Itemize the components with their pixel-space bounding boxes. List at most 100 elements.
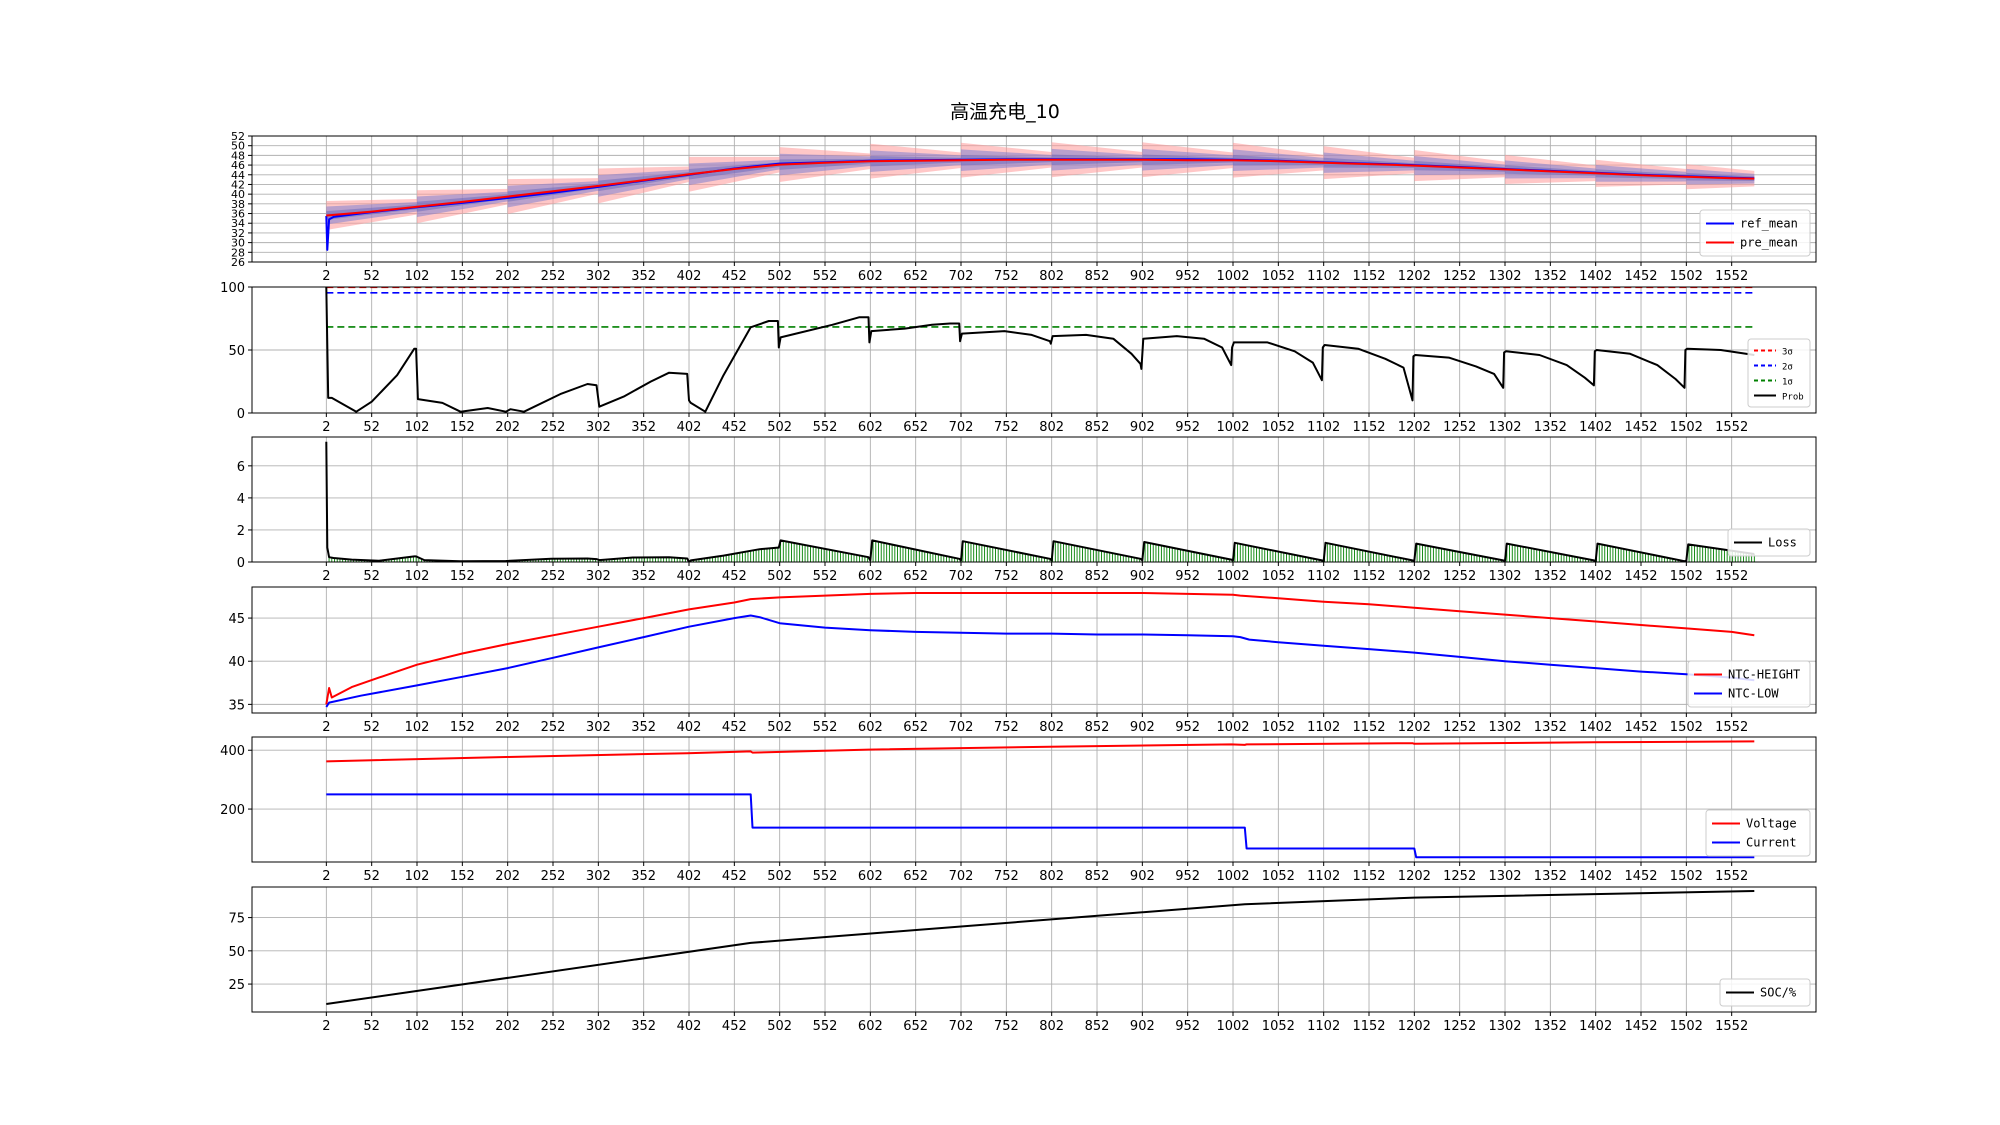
x-tick-label: 652 bbox=[903, 420, 928, 435]
x-tick-label: 202 bbox=[495, 269, 520, 284]
x-tick-label: 152 bbox=[450, 869, 475, 884]
x-tick-label: 452 bbox=[722, 1019, 747, 1034]
x-tick-label: 1502 bbox=[1670, 869, 1703, 884]
x-tick-label: 502 bbox=[767, 720, 792, 735]
x-tick-label: 1502 bbox=[1670, 1019, 1703, 1034]
x-tick-label: 1102 bbox=[1307, 269, 1340, 284]
x-tick-label: 302 bbox=[586, 720, 611, 735]
x-tick-label: 1452 bbox=[1624, 1019, 1657, 1034]
x-tick-label: 952 bbox=[1175, 420, 1200, 435]
y-tick-label: 4 bbox=[237, 492, 245, 507]
x-tick-label: 2 bbox=[322, 720, 330, 735]
y-tick-label: 46 bbox=[231, 159, 245, 172]
y-tick-label: 34 bbox=[231, 217, 245, 230]
x-tick-label: 702 bbox=[949, 720, 974, 735]
x-tick-label: 1252 bbox=[1443, 1019, 1476, 1034]
x-tick-label: 902 bbox=[1130, 720, 1155, 735]
axes-frame bbox=[251, 886, 1817, 1013]
x-tick-label: 552 bbox=[813, 569, 838, 584]
x-tick-label: 802 bbox=[1039, 420, 1064, 435]
x-tick-label: 1502 bbox=[1670, 269, 1703, 284]
x-tick-label: 202 bbox=[495, 569, 520, 584]
x-tick-label: 2 bbox=[322, 420, 330, 435]
legend: NTC-HEIGHT NTC-LOW bbox=[1687, 660, 1811, 708]
y-tick-label: 44 bbox=[231, 169, 245, 182]
x-tick-label: 1202 bbox=[1398, 420, 1431, 435]
x-tick-label: 1102 bbox=[1307, 720, 1340, 735]
x-tick-label: 702 bbox=[949, 1019, 974, 1034]
x-tick-label: 1552 bbox=[1715, 569, 1748, 584]
y-tick-label: 32 bbox=[231, 227, 245, 240]
x-tick-label: 1052 bbox=[1262, 720, 1295, 735]
x-tick-label: 852 bbox=[1085, 720, 1110, 735]
legend-label: pre_mean bbox=[1740, 236, 1798, 250]
x-tick-label: 352 bbox=[631, 720, 656, 735]
plot-area bbox=[325, 592, 1755, 708]
x-tick-label: 652 bbox=[903, 1019, 928, 1034]
x-tick-label: 1002 bbox=[1216, 869, 1249, 884]
legend: SOC/% bbox=[1719, 978, 1811, 1007]
series-line-pre_mean bbox=[326, 158, 1755, 217]
x-tick-label: 2 bbox=[322, 269, 330, 284]
axes-frame bbox=[251, 135, 1817, 263]
x-tick-label: 1302 bbox=[1488, 420, 1521, 435]
x-tick-label: 1552 bbox=[1715, 869, 1748, 884]
legend-label: Prob bbox=[1782, 393, 1804, 403]
x-tick-label: 1352 bbox=[1534, 420, 1567, 435]
x-tick-label: 302 bbox=[586, 1019, 611, 1034]
x-tick-label: 102 bbox=[405, 420, 430, 435]
x-tick-label: 1002 bbox=[1216, 1019, 1249, 1034]
x-tick-label: 252 bbox=[541, 420, 566, 435]
x-tick-label: 152 bbox=[450, 1019, 475, 1034]
x-tick-label: 752 bbox=[994, 1019, 1019, 1034]
x-tick-label: 52 bbox=[363, 869, 380, 884]
x-tick-label: 1552 bbox=[1715, 720, 1748, 735]
x-tick-label: 1402 bbox=[1579, 1019, 1612, 1034]
legend-label: 3σ bbox=[1782, 348, 1793, 358]
prediction-band bbox=[1595, 164, 1687, 182]
series-line-NTC-HEIGHT bbox=[325, 592, 1755, 705]
x-tick-label: 52 bbox=[363, 420, 380, 435]
x-tick-label: 1502 bbox=[1670, 569, 1703, 584]
x-tick-label: 1302 bbox=[1488, 869, 1521, 884]
x-tick-label: 152 bbox=[450, 420, 475, 435]
x-tick-label: 1552 bbox=[1715, 269, 1748, 284]
x-tick-label: 1152 bbox=[1352, 720, 1385, 735]
x-tick-label: 2 bbox=[322, 869, 330, 884]
legend-label: ref_mean bbox=[1740, 217, 1798, 231]
y-tick-label: 52 bbox=[231, 130, 245, 143]
y-tick-label: 25 bbox=[228, 978, 245, 993]
legend-label: Current bbox=[1746, 836, 1797, 850]
x-tick-label: 1552 bbox=[1715, 1019, 1748, 1034]
probability-panel: 2 52 102 152 202 252 302 352 402 452 502 552 602 652 7… bbox=[220, 281, 1817, 435]
x-tick-label: 352 bbox=[631, 869, 656, 884]
y-tick-label: 50 bbox=[228, 344, 245, 359]
x-tick-label: 202 bbox=[495, 420, 520, 435]
legend: Loss bbox=[1727, 528, 1811, 557]
x-tick-label: 1402 bbox=[1579, 720, 1612, 735]
x-tick-label: 452 bbox=[722, 869, 747, 884]
x-tick-label: 1202 bbox=[1398, 1019, 1431, 1034]
x-tick-label: 652 bbox=[903, 269, 928, 284]
x-tick-label: 1102 bbox=[1307, 869, 1340, 884]
legend-label: NTC-HEIGHT bbox=[1728, 668, 1800, 682]
x-tick-label: 1002 bbox=[1216, 269, 1249, 284]
x-tick-label: 52 bbox=[363, 720, 380, 735]
x-tick-label: 1152 bbox=[1352, 420, 1385, 435]
x-tick-label: 1452 bbox=[1624, 269, 1657, 284]
x-tick-label: 652 bbox=[903, 720, 928, 735]
x-tick-label: 752 bbox=[994, 420, 1019, 435]
legend-label: Voltage bbox=[1746, 817, 1797, 831]
y-tick-label: 50 bbox=[228, 945, 245, 960]
x-tick-label: 752 bbox=[994, 720, 1019, 735]
x-tick-label: 1052 bbox=[1262, 269, 1295, 284]
y-tick-label: 6 bbox=[237, 460, 245, 475]
x-tick-label: 952 bbox=[1175, 720, 1200, 735]
x-tick-label: 1102 bbox=[1307, 1019, 1340, 1034]
x-tick-label: 802 bbox=[1039, 720, 1064, 735]
x-tick-label: 1402 bbox=[1579, 269, 1612, 284]
x-tick-label: 2 bbox=[322, 569, 330, 584]
x-tick-label: 952 bbox=[1175, 1019, 1200, 1034]
y-tick-label: 30 bbox=[231, 237, 245, 250]
axes-frame bbox=[251, 286, 1817, 414]
